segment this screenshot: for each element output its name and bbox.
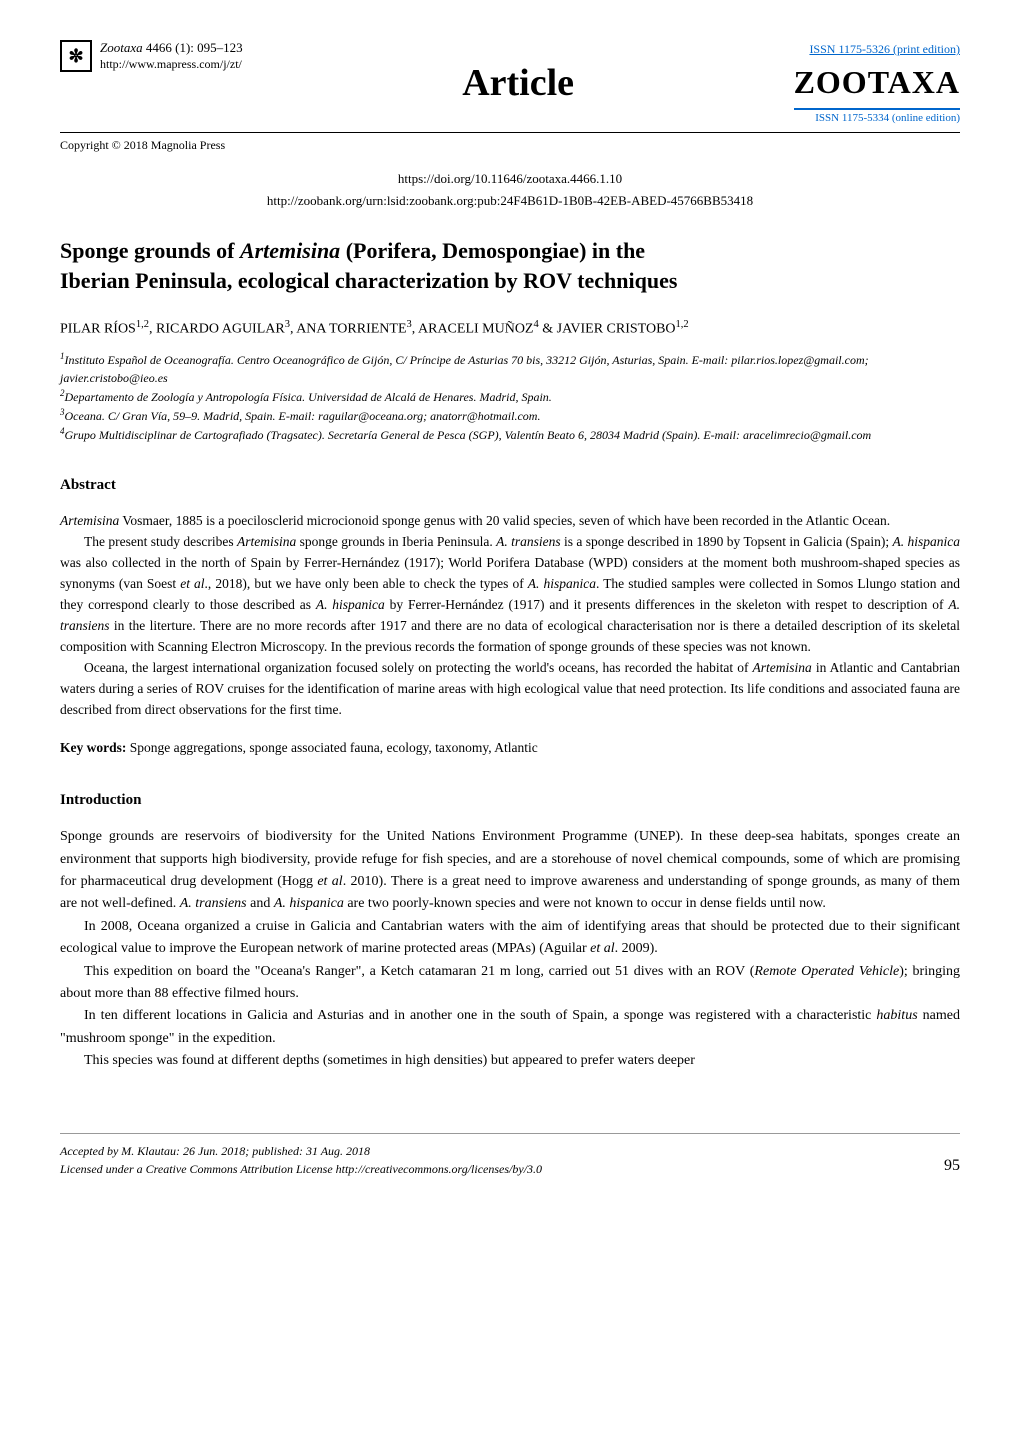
footer-left: Accepted by M. Klautau: 26 Jun. 2018; pu…: [60, 1142, 542, 1178]
introduction-text: Sponge grounds are reservoirs of biodive…: [60, 826, 960, 1072]
keywords-text: Sponge aggregations, sponge associated f…: [126, 740, 537, 755]
journal-title: Zootaxa: [100, 40, 143, 55]
copyright-text: Copyright © 2018 Magnolia Press: [60, 136, 225, 154]
footer: Accepted by M. Klautau: 26 Jun. 2018; pu…: [60, 1133, 960, 1178]
accepted-date: Accepted by M. Klautau: 26 Jun. 2018; pu…: [60, 1142, 542, 1160]
article-title: Sponge grounds of Artemisina (Porifera, …: [60, 236, 960, 298]
header-left: ✼ Zootaxa 4466 (1): 095–123 http://www.m…: [60, 40, 243, 72]
intro-p4: In ten different locations in Galicia an…: [60, 1005, 960, 1050]
abstract-text: Artemisina Vosmaer, 1885 is a poeciloscl…: [60, 511, 960, 720]
abstract-heading: Abstract: [60, 474, 960, 497]
intro-p3: This expedition on board the "Oceana's R…: [60, 961, 960, 1006]
volume-info: 4466 (1): 095–123: [146, 40, 243, 55]
page-number: 95: [944, 1154, 960, 1178]
intro-p2: In 2008, Oceana organized a cruise in Ga…: [60, 916, 960, 961]
title-italic: Artemisina: [240, 238, 340, 263]
affiliation-3: 3Oceana. C/ Gran Vía, 59–9. Madrid, Spai…: [60, 406, 960, 425]
license-text: Licensed under a Creative Commons Attrib…: [60, 1160, 542, 1178]
zoobank-link[interactable]: http://zoobank.org/urn:lsid:zoobank.org:…: [60, 191, 960, 211]
publisher-logo: ✼: [60, 40, 92, 72]
title-post: (Porifera, Demospongiae) in the: [340, 238, 645, 263]
issn-print[interactable]: ISSN 1175-5326 (print edition): [794, 40, 960, 58]
title-pre: Sponge grounds of: [60, 238, 240, 263]
journal-url[interactable]: http://www.mapress.com/j/zt/: [100, 57, 243, 73]
issn-online: ISSN 1175-5334 (online edition): [794, 110, 960, 127]
abstract-p2: The present study describes Artemisina s…: [60, 532, 960, 658]
affiliation-1: 1Instituto Español de Oceanografía. Cent…: [60, 350, 960, 387]
affiliation-4: 4Grupo Multidisciplinar de Cartografiado…: [60, 425, 960, 444]
introduction-heading: Introduction: [60, 789, 960, 812]
keywords-label: Key words:: [60, 740, 126, 755]
article-label: Article: [462, 55, 574, 112]
authors: PILAR RÍOS1,2, RICARDO AGUILAR3, ANA TOR…: [60, 317, 960, 340]
header-row: ✼ Zootaxa 4466 (1): 095–123 http://www.m…: [60, 40, 960, 127]
header-right: ISSN 1175-5326 (print edition) ZOOTAXA I…: [794, 40, 960, 127]
affiliations: 1Instituto Español de Oceanografía. Cent…: [60, 350, 960, 444]
journal-info: Zootaxa 4466 (1): 095–123 http://www.map…: [100, 40, 243, 72]
title-line2: Iberian Peninsula, ecological characteri…: [60, 268, 677, 293]
intro-p1: Sponge grounds are reservoirs of biodive…: [60, 826, 960, 916]
abstract-p1: Artemisina Vosmaer, 1885 is a poeciloscl…: [60, 511, 960, 532]
intro-p5: This species was found at different dept…: [60, 1050, 960, 1072]
keywords: Key words: Sponge aggregations, sponge a…: [60, 738, 960, 758]
doi-link[interactable]: https://doi.org/10.11646/zootaxa.4466.1.…: [60, 169, 960, 189]
zootaxa-brand: ZOOTAXA: [794, 58, 960, 110]
affiliation-2: 2Departamento de Zoología y Antropología…: [60, 387, 960, 406]
copyright-row: Copyright © 2018 Magnolia Press: [60, 132, 960, 154]
abstract-p3: Oceana, the largest international organi…: [60, 658, 960, 721]
